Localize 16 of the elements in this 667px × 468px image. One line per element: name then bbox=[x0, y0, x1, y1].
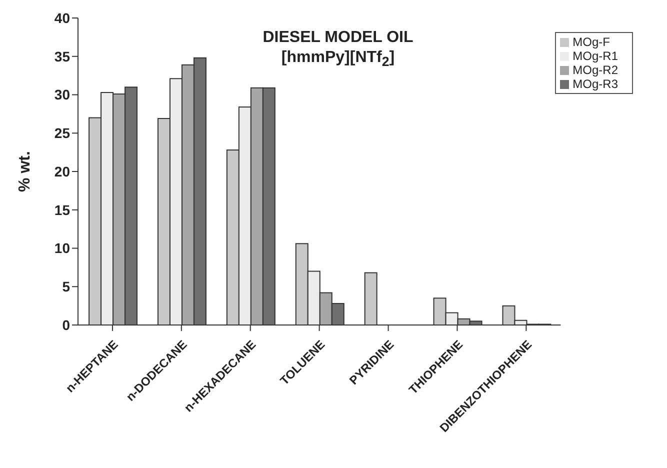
text: DIESEL MODEL OIL bbox=[262, 28, 414, 48]
y-tick-label: 35 bbox=[54, 48, 70, 64]
y-tick-label: 30 bbox=[54, 86, 70, 103]
legend-label: MOg-R3 bbox=[572, 77, 618, 91]
y-tick-label: 40 bbox=[54, 10, 70, 26]
legend-label: MOg-R1 bbox=[572, 49, 618, 63]
legend-label: MOg-R2 bbox=[572, 63, 618, 77]
text: [hmmPy][NTf$_{2}$] bbox=[280, 48, 396, 72]
y-tick-label: 0 bbox=[62, 316, 70, 333]
y-tick-label: 15 bbox=[54, 202, 70, 218]
legend-label: MOg-F bbox=[572, 35, 610, 49]
y-tick-label: 10 bbox=[54, 240, 70, 256]
y-tick-label: 25 bbox=[54, 125, 70, 142]
y-axis-title: % wt. bbox=[16, 151, 34, 192]
y-tick-label: 5 bbox=[62, 278, 70, 295]
y-tick-label: 20 bbox=[54, 163, 70, 180]
